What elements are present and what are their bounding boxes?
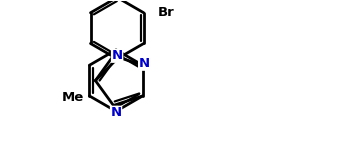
Text: Me: Me (61, 91, 84, 104)
Text: N: N (110, 106, 122, 119)
Text: N: N (111, 49, 123, 62)
Text: Br: Br (158, 6, 174, 19)
Text: N: N (139, 57, 150, 70)
